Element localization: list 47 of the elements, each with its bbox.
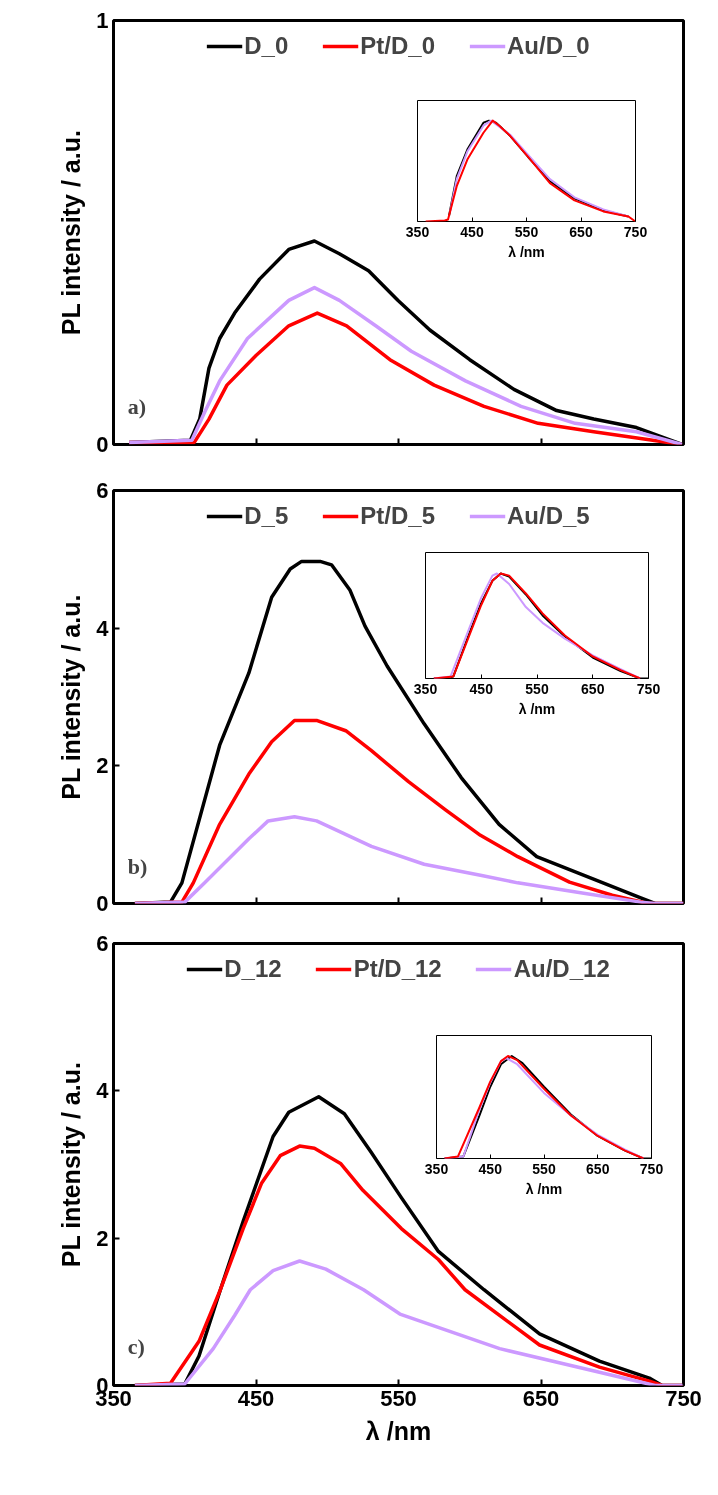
x-tick-label: 350 <box>405 223 430 240</box>
y-tick-label: 0 <box>96 891 109 916</box>
x-tick-label: 550 <box>525 680 549 697</box>
x-tick-label: 350 <box>413 680 438 697</box>
y-tick-label: 2 <box>96 1225 109 1251</box>
x-axis-title: λ /nm <box>518 700 556 717</box>
legend-label: D_5 <box>244 502 289 530</box>
x-tick-label: 350 <box>424 1160 449 1177</box>
x-tick-label: 450 <box>478 1160 503 1177</box>
legend-label: Au/D_5 <box>507 502 590 530</box>
legend-label: D_12 <box>224 955 282 983</box>
y-axis-title: PL intensity / a.u. <box>57 1062 86 1268</box>
legend-label: Pt/D_0 <box>360 32 436 60</box>
x-tick-label: 750 <box>636 680 661 697</box>
x-tick-label: 550 <box>532 1160 556 1177</box>
y-tick-label: 6 <box>96 478 109 503</box>
y-tick-label: 4 <box>96 615 110 641</box>
y-axis-title: PL intensity / a.u. <box>57 594 86 800</box>
x-tick-label: 550 <box>514 223 539 240</box>
x-tick-label: 650 <box>581 680 605 697</box>
y-tick-label: 2 <box>96 753 109 779</box>
y-axis-title: PL intensity / a.u. <box>57 130 86 336</box>
y-tick-label: 0 <box>96 432 109 457</box>
x-axis-title: λ /nm <box>525 1180 563 1197</box>
x-tick-label: 450 <box>237 1385 275 1411</box>
y-tick-label: 1 <box>96 8 109 33</box>
x-tick-label: 450 <box>469 680 494 697</box>
x-tick-label: 550 <box>380 1385 417 1411</box>
x-tick-label: 650 <box>586 1160 610 1177</box>
x-tick-label: 750 <box>639 1160 664 1177</box>
legend-label: Pt/D_5 <box>360 502 436 530</box>
annotation: a) <box>127 394 147 420</box>
annotation: b) <box>127 853 148 879</box>
x-tick-label: 650 <box>569 223 593 240</box>
legend-label: Pt/D_12 <box>353 955 442 983</box>
x-tick-label: 750 <box>665 1385 702 1411</box>
x-tick-label: 650 <box>522 1385 560 1411</box>
legend-label: Au/D_0 <box>507 32 590 60</box>
legend-label: D_0 <box>244 32 289 60</box>
y-tick-label: 6 <box>96 931 109 956</box>
x-axis-title: λ /nm <box>508 243 545 260</box>
y-tick-label: 4 <box>96 1078 110 1104</box>
annotation: c) <box>127 1333 145 1359</box>
x-tick-label: 750 <box>623 223 648 240</box>
x-axis-title: λ /nm <box>365 1416 432 1445</box>
legend-label: Au/D_12 <box>513 955 610 983</box>
x-tick-label: 450 <box>460 223 484 240</box>
